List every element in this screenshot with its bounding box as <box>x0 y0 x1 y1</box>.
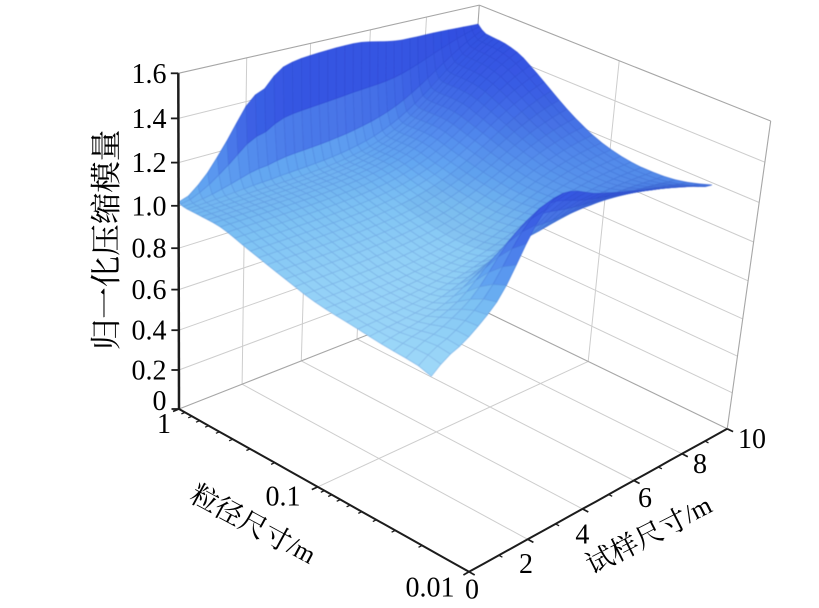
svg-text:1.2: 1.2 <box>132 148 167 179</box>
svg-text:0.2: 0.2 <box>132 356 167 387</box>
svg-text:0.01: 0.01 <box>406 573 455 604</box>
svg-text:0.8: 0.8 <box>132 234 167 265</box>
svg-text:2: 2 <box>519 549 533 580</box>
svg-text:1.0: 1.0 <box>132 191 167 222</box>
svg-text:0.1: 0.1 <box>266 482 301 513</box>
svg-text:8: 8 <box>693 449 707 480</box>
svg-text:0.6: 0.6 <box>132 275 167 306</box>
svg-text:4: 4 <box>575 520 589 551</box>
svg-text:1: 1 <box>157 409 171 440</box>
svg-text:0: 0 <box>153 386 167 417</box>
svg-text:0: 0 <box>465 575 479 606</box>
svg-text:10: 10 <box>738 424 766 455</box>
svg-text:0.4: 0.4 <box>132 316 167 347</box>
svg-text:1.4: 1.4 <box>132 104 167 135</box>
svg-text:1.6: 1.6 <box>132 59 167 90</box>
svg-text:6: 6 <box>638 483 652 514</box>
